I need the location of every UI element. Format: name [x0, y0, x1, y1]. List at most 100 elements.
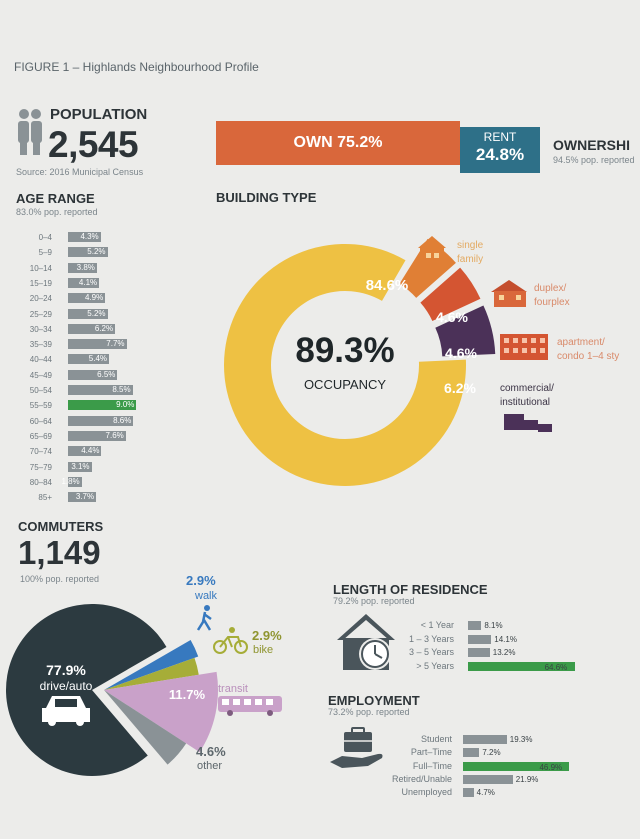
- employment-chart: Student 19.3% Part–Time 7.2% Full–Time 46.9% R…: [330, 734, 620, 804]
- age-label: 60–64: [29, 416, 52, 426]
- employment-value: 21.9%: [515, 774, 539, 784]
- age-label: 35–39: [29, 340, 52, 350]
- age-row: 25–29 5.2%: [0, 308, 200, 320]
- age-bar: 3.8%: [68, 262, 97, 273]
- residence-label: 3 – 5 Years: [408, 647, 454, 657]
- commuter-slice: [104, 690, 187, 765]
- drive-value: 77.9%: [46, 662, 86, 678]
- residence-note: 79.2% pop. reported: [333, 596, 415, 606]
- house-clock-icon: [337, 614, 395, 670]
- age-value: 9.0%: [116, 400, 135, 410]
- residence-value: 8.1%: [484, 621, 503, 630]
- age-bar: 9.0%: [68, 400, 137, 411]
- age-row: 80–84 1.8%: [0, 476, 200, 488]
- age-row: 5–9 5.2%: [0, 247, 200, 258]
- age-label: 85+: [38, 493, 52, 503]
- age-value: 3.7%: [75, 492, 95, 502]
- apartment-label-2: condo 1–4 sty: [557, 351, 619, 362]
- employment-bar: [463, 735, 507, 744]
- walk-value: 2.9%: [186, 573, 216, 588]
- rent-label: RENT: [483, 130, 517, 144]
- age-row: 60–64 8.6%: [0, 415, 200, 427]
- employment-row: Student 19.3%: [330, 734, 620, 744]
- employment-row: Full–Time 46.9%: [330, 761, 620, 772]
- residence-bar: [468, 661, 575, 671]
- commercial-value: 6.2%: [444, 380, 476, 396]
- bus-icon: [218, 696, 282, 716]
- commuter-slice: [104, 671, 218, 753]
- employment-bar: [463, 761, 570, 771]
- employment-label: Retired/Unable: [391, 773, 452, 784]
- transit-value: 11.7%: [169, 687, 206, 702]
- bike-value: 2.9%: [252, 628, 282, 643]
- age-row: 35–39 7.7%: [0, 339, 200, 350]
- age-bar: 6.2%: [68, 323, 116, 334]
- residence-label: < 1 Year: [420, 620, 454, 630]
- age-label: 45–49: [29, 370, 52, 380]
- bike-icon: [213, 627, 248, 654]
- age-label: 5–9: [38, 248, 52, 258]
- residence-value: 14.1%: [494, 634, 517, 644]
- duplex-label: duplex/: [534, 283, 566, 294]
- age-row: 30–34 6.2%: [0, 323, 200, 335]
- age-bar: 6.5%: [68, 369, 118, 380]
- employment-note: 73.2% pop. reported: [328, 707, 410, 717]
- car-icon: [42, 696, 90, 726]
- age-bar: 4.4%: [68, 446, 102, 457]
- employment-value: 4.7%: [476, 788, 495, 798]
- building-segment: [420, 267, 481, 321]
- employment-row: Unemployed 4.7%: [330, 787, 620, 798]
- residence-chart: < 1 Year 8.1% 1 – 3 Years 14.1% 3 – 5 Years 1…: [400, 620, 620, 680]
- age-bar: 5.2%: [68, 247, 108, 258]
- age-value: 7.7%: [106, 339, 125, 349]
- single-family-label: single: [457, 240, 484, 251]
- population-value: 2,545: [48, 124, 139, 165]
- age-value: 5.2%: [87, 308, 106, 318]
- age-row: 50–54 8.5%: [0, 385, 200, 396]
- residence-row: 3 – 5 Years 13.2%: [400, 647, 620, 657]
- house-icon: [418, 236, 446, 265]
- age-bar: 7.7%: [68, 339, 127, 350]
- residence-bar: [468, 621, 482, 630]
- residence-row: > 5 Years 64.6%: [400, 661, 620, 672]
- age-label: 25–29: [29, 309, 52, 319]
- employment-bar: [463, 788, 474, 798]
- age-value: 8.5%: [112, 385, 131, 394]
- commuters-note: 100% pop. reported: [20, 574, 100, 584]
- commercial-icon: [504, 414, 552, 432]
- employment-value: 19.3%: [509, 735, 533, 744]
- age-row: 40–44 5.4%: [0, 354, 200, 365]
- figure-title: FIGURE 1 – Highlands Neighbourhood Profi…: [14, 60, 259, 74]
- age-row: 55–59 9.0%: [0, 400, 200, 411]
- age-label: 75–79: [29, 462, 52, 472]
- employment-label: Part–Time: [410, 747, 452, 758]
- age-label: 65–69: [29, 431, 52, 441]
- population-source: Source: 2016 Municipal Census: [16, 167, 144, 177]
- age-row: 70–74 4.4%: [0, 446, 200, 457]
- single-family-value: 84.6%: [366, 277, 409, 294]
- age-value: 3.8%: [76, 262, 95, 272]
- residence-bar: [468, 634, 492, 644]
- age-bar: 4.1%: [68, 277, 100, 288]
- residence-value: 13.2%: [492, 648, 516, 657]
- residence-value: 64.6%: [544, 662, 568, 672]
- age-label: 10–14: [29, 263, 52, 273]
- building-segment: [435, 305, 496, 357]
- duplex-value: 4.6%: [436, 309, 468, 325]
- age-bar: 5.4%: [68, 354, 110, 365]
- age-label: 20–24: [29, 294, 52, 304]
- occupancy-value: 89.3%: [295, 331, 394, 370]
- segment-group: [420, 267, 481, 321]
- age-label: 15–19: [29, 278, 52, 288]
- age-label: 70–74: [29, 447, 52, 457]
- age-value: 6.5%: [97, 369, 116, 379]
- employment-row: Retired/Unable 21.9%: [330, 774, 620, 784]
- residence-row: 1 – 3 Years 14.1%: [400, 634, 620, 644]
- residence-bar: [468, 648, 490, 657]
- age-label: 30–34: [29, 324, 52, 334]
- walk-label: walk: [194, 590, 218, 602]
- age-row: 65–69 7.6%: [0, 430, 200, 442]
- apartment-value: 4.6%: [445, 345, 477, 361]
- age-value: 3.1%: [71, 461, 90, 471]
- employment-label: Student: [420, 734, 452, 744]
